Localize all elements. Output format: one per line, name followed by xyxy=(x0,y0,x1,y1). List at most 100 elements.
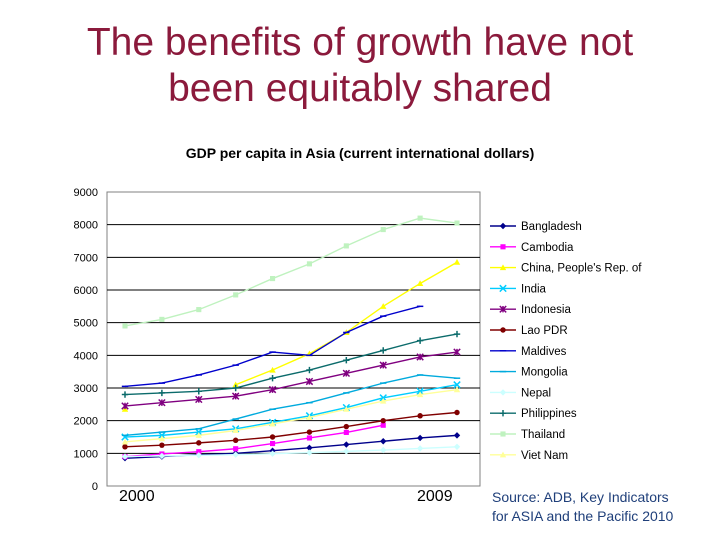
data-point-thailand-2004 xyxy=(269,276,276,282)
legend-item-bangladesh: Bangladesh xyxy=(490,221,582,233)
data-point-philippines-2002 xyxy=(195,388,202,395)
legend-item-cambodia: Cambodia xyxy=(490,242,574,254)
data-point-indonesia-2005 xyxy=(305,377,314,386)
data-point-thailand-2008 xyxy=(417,215,423,221)
data-point-philippines-2004 xyxy=(269,375,276,382)
legend-marker xyxy=(499,305,507,313)
data-point-nepal-2000 xyxy=(121,453,129,460)
data-point-philippines-2001 xyxy=(158,389,166,397)
series-line-thailand xyxy=(124,217,458,327)
data-point-indonesia-2004 xyxy=(268,385,277,394)
data-point-nepal-2006 xyxy=(343,448,350,455)
data-series xyxy=(121,215,461,462)
y-tick-label: 3000 xyxy=(74,383,98,395)
data-point-cambodia-2006 xyxy=(343,429,349,435)
data-point-viet-nam-2004 xyxy=(269,420,276,427)
data-point-bangladesh-2008 xyxy=(416,434,424,442)
data-point-cambodia-2007 xyxy=(380,422,386,428)
legend-label: Viet Nam xyxy=(521,450,568,462)
legend-label: Philippines xyxy=(521,408,577,420)
data-point-lao-pdr-2008 xyxy=(417,413,423,419)
data-point-indonesia-2006 xyxy=(342,369,351,378)
data-point-lao-pdr-2009 xyxy=(454,409,460,416)
legend-item-nepal: Nepal xyxy=(490,387,551,399)
legend-item-thailand: Thailand xyxy=(490,429,565,441)
data-point-nepal-2001 xyxy=(158,452,166,460)
legend-item-lao-pdr: Lao PDR xyxy=(490,325,568,337)
legend-label: China, People's Rep. of xyxy=(521,263,642,275)
legend-marker xyxy=(499,222,507,230)
legend-marker xyxy=(500,327,506,333)
legend-marker xyxy=(499,284,507,293)
data-point-lao-pdr-2004 xyxy=(269,434,276,440)
data-point-china-people-s-rep-of-2007 xyxy=(380,303,387,309)
series-line-india xyxy=(124,384,458,438)
source-note: Source: ADB, Key Indicators for ASIA and… xyxy=(492,488,718,526)
series-line-nepal xyxy=(124,446,458,458)
data-point-bangladesh-2009 xyxy=(453,432,461,439)
legend-marker xyxy=(499,264,507,271)
series-maldives xyxy=(121,305,424,388)
series-viet-nam xyxy=(121,386,461,445)
y-tick-label: 8000 xyxy=(74,220,98,232)
series-indonesia xyxy=(121,348,461,410)
slide-title: The benefits of growth have not been equ… xyxy=(0,20,720,112)
data-point-viet-nam-2003 xyxy=(232,427,239,434)
series-line-mongolia xyxy=(124,374,458,437)
legend-item-philippines: Philippines xyxy=(490,408,577,420)
y-tick-label: 9000 xyxy=(74,187,98,199)
y-tick-label: 5000 xyxy=(74,318,98,330)
data-point-lao-pdr-2003 xyxy=(232,437,239,443)
y-tick-label: 7000 xyxy=(74,252,98,264)
data-point-thailand-2007 xyxy=(380,227,386,233)
data-point-lao-pdr-2007 xyxy=(380,417,386,424)
data-point-cambodia-2005 xyxy=(306,435,313,441)
slide-title-line-1: The benefits of growth have not xyxy=(86,21,634,64)
legend-label: Bangladesh xyxy=(521,221,582,233)
x-label-end-year: 2009 xyxy=(417,488,453,505)
legend-label: Cambodia xyxy=(521,242,574,254)
data-point-viet-nam-2008 xyxy=(416,391,424,398)
series-line-indonesia xyxy=(124,351,458,407)
data-point-viet-nam-2001 xyxy=(158,435,166,442)
data-point-nepal-2005 xyxy=(306,449,313,456)
data-point-thailand-2001 xyxy=(159,316,165,322)
y-tick-label: 2000 xyxy=(74,416,98,428)
series-mongolia xyxy=(121,374,461,437)
x-label-start-year: 2000 xyxy=(119,488,155,505)
data-point-thailand-2005 xyxy=(306,261,313,267)
legend-item-china-people-s-rep-of: China, People's Rep. of xyxy=(490,263,642,275)
legend-item-india: India xyxy=(490,283,547,295)
legend-marker xyxy=(500,431,506,437)
legend-label: Mongolia xyxy=(521,367,568,379)
data-point-indonesia-2009 xyxy=(453,348,461,356)
legend-label: Nepal xyxy=(521,387,551,399)
series-thailand xyxy=(122,215,460,329)
legend-marker xyxy=(500,244,506,250)
y-tick-label: 0 xyxy=(92,481,98,493)
source-line-2: for ASIA and the Pacific 2010 xyxy=(492,508,674,524)
series-nepal xyxy=(121,443,461,460)
legend-item-maldives: Maldives xyxy=(490,346,567,358)
series-philippines xyxy=(121,330,461,398)
data-point-india-2007 xyxy=(379,394,387,402)
data-point-bangladesh-2006 xyxy=(343,441,350,448)
legend-label: India xyxy=(521,283,547,295)
legend-label: Thailand xyxy=(521,429,565,441)
data-point-china-people-s-rep-of-2008 xyxy=(416,280,424,287)
data-point-cambodia-2002 xyxy=(196,449,202,455)
data-point-cambodia-2003 xyxy=(233,446,239,452)
data-point-nepal-2007 xyxy=(380,446,387,454)
legend-marker xyxy=(499,389,507,396)
data-point-china-people-s-rep-of-2003 xyxy=(232,381,239,388)
data-point-indonesia-2008 xyxy=(416,353,424,361)
data-point-thailand-2002 xyxy=(196,307,202,313)
data-point-viet-nam-2005 xyxy=(306,414,313,420)
plot-area xyxy=(106,191,481,487)
data-point-philippines-2005 xyxy=(306,366,313,374)
data-point-thailand-2006 xyxy=(343,243,349,249)
data-point-india-2002 xyxy=(195,428,203,436)
legend-item-viet-nam: Viet Nam xyxy=(490,450,568,462)
data-point-philippines-2008 xyxy=(416,337,424,344)
